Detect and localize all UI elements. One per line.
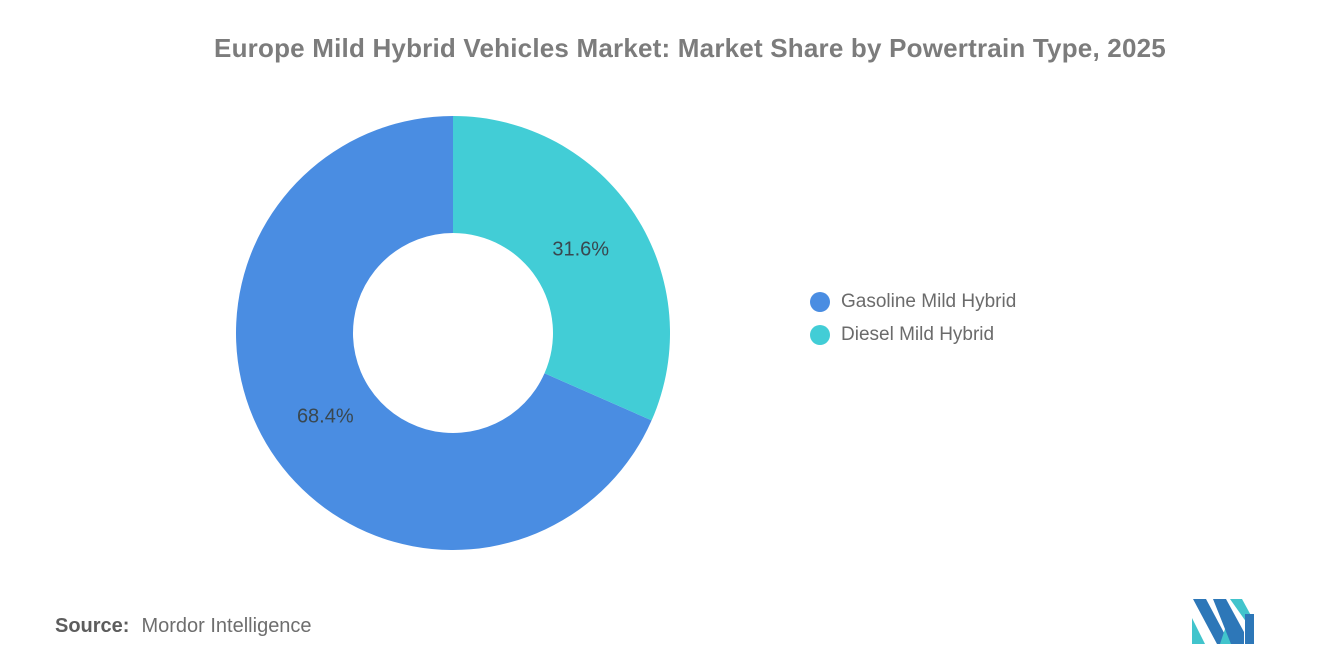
legend: Gasoline Mild Hybrid Diesel Mild Hybrid [810,285,1016,351]
logo-shape [1245,614,1254,644]
legend-marker-diesel-icon [810,324,830,345]
chart-title: Europe Mild Hybrid Vehicles Market: Mark… [214,33,1166,63]
slice-gasoline-mild-hybrid[interactable] [236,116,652,550]
mordor-intelligence-logo [1192,599,1254,644]
slice-data-label: 31.6% [552,239,609,261]
legend-item-diesel-mild-hybrid[interactable]: Diesel Mild Hybrid [810,318,1016,351]
legend-marker-gasoline-icon [810,291,830,312]
logo-shape [1193,599,1230,644]
logo-shape [1213,599,1244,644]
source-label: Source: [55,615,130,637]
logo-shape [1192,618,1205,644]
legend-label-gasoline: Gasoline Mild Hybrid [841,290,1017,312]
slice-data-label: 68.4% [297,405,354,427]
slice-diesel-mild-hybrid[interactable] [453,116,671,421]
source-text: Mordor Intelligence [141,615,312,637]
donut-chart: 68.4% 31.6% [236,116,671,550]
source-line: Source: Mordor Intelligence [55,615,312,638]
legend-label-diesel: Diesel Mild Hybrid [841,323,995,345]
legend-item-gasoline-mild-hybrid[interactable]: Gasoline Mild Hybrid [810,285,1016,318]
donut-chart-container: 68.4% 31.6% [236,116,671,550]
